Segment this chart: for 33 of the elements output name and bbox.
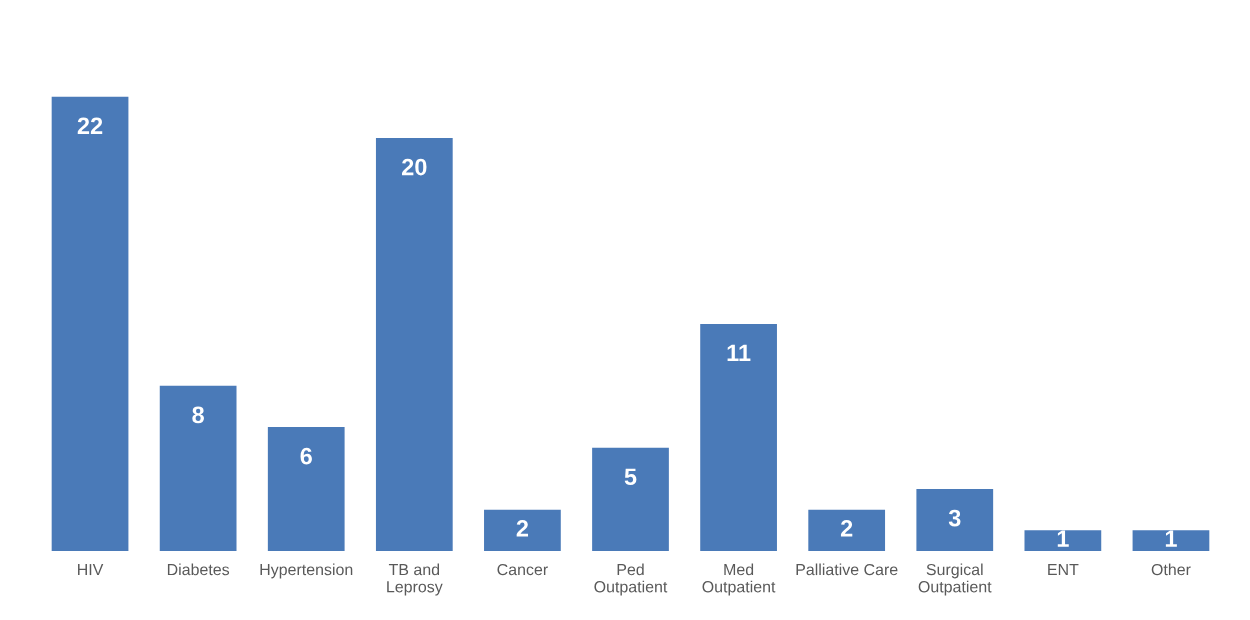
x-tick-label: Other bbox=[1151, 563, 1191, 576]
bar bbox=[1024, 530, 1102, 551]
data-label: 2 bbox=[516, 519, 529, 537]
x-tick-label: TB and Leprosy bbox=[387, 563, 443, 596]
bar bbox=[700, 323, 777, 551]
data-label: 22 bbox=[77, 117, 103, 134]
data-label: 8 bbox=[192, 406, 204, 424]
x-tick-label: Ped Outpatient bbox=[594, 563, 668, 596]
bar bbox=[916, 489, 994, 551]
bar bbox=[1132, 530, 1210, 551]
data-label: 6 bbox=[300, 447, 312, 465]
data-label: 1 bbox=[1057, 530, 1069, 547]
x-tick-label: Surgical Outpatient bbox=[918, 563, 992, 596]
bar bbox=[159, 385, 237, 551]
x-tick-label: Cancer bbox=[497, 563, 548, 576]
bar bbox=[808, 509, 886, 551]
data-label: 5 bbox=[624, 468, 637, 486]
x-tick-label: Palliative Care bbox=[796, 563, 898, 576]
data-label: 3 bbox=[948, 509, 961, 527]
bar bbox=[51, 96, 129, 551]
data-label: 11 bbox=[727, 344, 751, 361]
bar bbox=[592, 447, 669, 551]
bar bbox=[267, 427, 345, 551]
x-tick-label: Diabetes bbox=[167, 563, 230, 576]
x-tick-label: Med Outpatient bbox=[702, 563, 776, 596]
data-label: 20 bbox=[402, 158, 427, 176]
data-label: 2 bbox=[840, 519, 853, 537]
data-label: 1 bbox=[1165, 530, 1177, 547]
bar bbox=[375, 138, 453, 551]
x-tick-label: Hypertension bbox=[260, 563, 353, 579]
bar bbox=[484, 509, 561, 551]
x-tick-label: ENT bbox=[1048, 564, 1079, 576]
x-tick-label: HIV bbox=[78, 564, 104, 576]
